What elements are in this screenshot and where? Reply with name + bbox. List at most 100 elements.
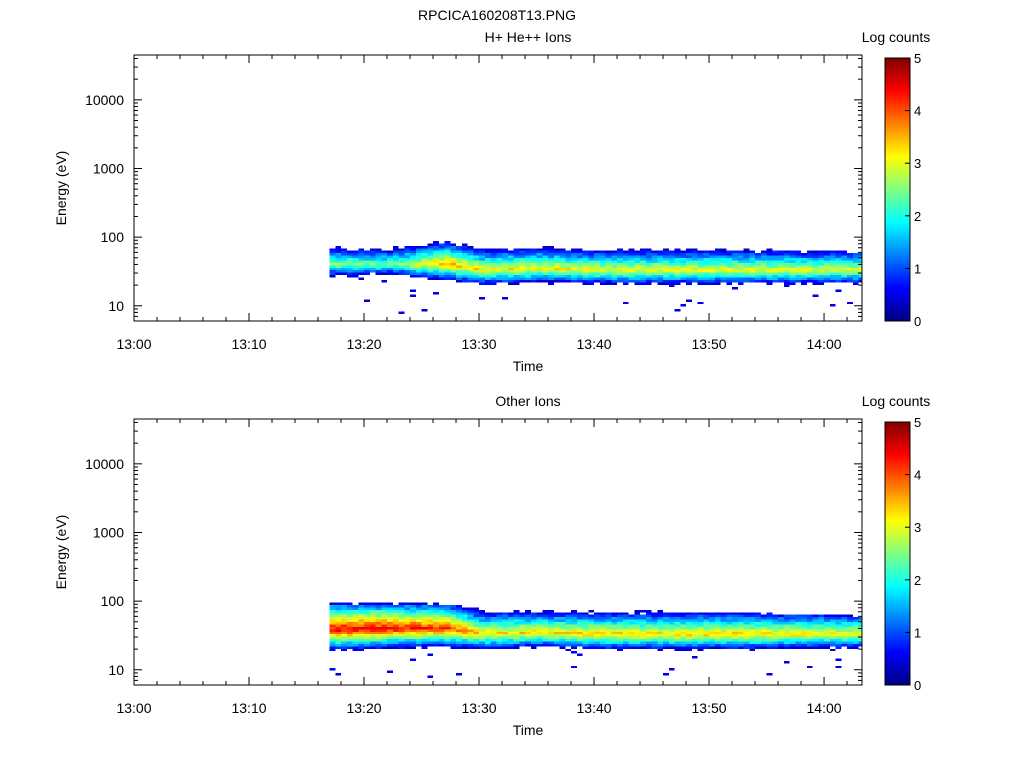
- heatmap-cell: [674, 260, 681, 263]
- heatmap-cell: [766, 258, 773, 261]
- heatmap-cell: [749, 260, 756, 263]
- heatmap-cell: [709, 262, 715, 266]
- heatmap-cell: [674, 270, 681, 273]
- heatmap-cell: [801, 634, 807, 637]
- colorbar-tick-label: 2: [914, 209, 921, 224]
- heatmap-cell: [674, 639, 681, 642]
- heatmap-cell: [622, 255, 629, 259]
- heatmap-cell: [818, 643, 825, 647]
- heatmap-cell: [473, 631, 480, 635]
- heatmap-cell: [536, 626, 543, 630]
- heatmap-cell: [806, 255, 813, 259]
- heatmap-cell: [444, 248, 451, 251]
- heatmap-cell: [421, 619, 428, 623]
- heatmap-cell: [369, 626, 376, 630]
- heatmap-cell: [628, 624, 635, 627]
- heatmap-cell: [720, 612, 727, 615]
- heatmap-cell: [364, 629, 370, 632]
- heatmap-cell: [726, 282, 733, 285]
- heatmap-cell: [433, 636, 439, 640]
- heatmap-cell: [760, 267, 767, 271]
- heatmap-cell: [410, 626, 416, 630]
- heatmap-cell: [484, 275, 491, 278]
- heatmap-cell: [576, 624, 583, 627]
- heatmap-cell: [743, 636, 750, 640]
- heatmap-cell: [542, 614, 549, 618]
- heatmap-cell: [536, 260, 543, 263]
- heatmap-cell: [461, 617, 468, 620]
- heatmap-cell: [542, 272, 549, 276]
- heatmap-cell: [588, 277, 595, 280]
- heatmap-cell: [783, 624, 790, 627]
- heatmap-cell: [433, 262, 439, 266]
- heatmap-cell: [375, 250, 382, 254]
- heatmap-cell: [783, 270, 790, 273]
- heatmap-cell: [697, 614, 704, 618]
- heatmap-cell: [714, 255, 721, 259]
- heatmap-cell: [594, 614, 600, 618]
- heatmap-cell: [835, 260, 842, 263]
- heatmap-cell: [691, 639, 698, 642]
- heatmap-cell: [852, 626, 859, 630]
- heatmap-cell: [674, 248, 681, 251]
- heatmap-cell: [346, 639, 353, 642]
- heatmap-cell: [530, 617, 537, 620]
- heatmap-cell: [588, 617, 595, 620]
- heatmap-cells: [329, 602, 862, 678]
- heatmap-cell: [576, 277, 583, 280]
- heatmap-cell: [760, 270, 767, 273]
- heatmap-cell: [398, 311, 405, 314]
- heatmap-cell: [530, 253, 537, 256]
- heatmap-cell: [812, 636, 819, 640]
- heatmap-cell: [513, 614, 520, 618]
- heatmap-cell: [352, 253, 359, 256]
- heatmap-cell: [387, 267, 393, 271]
- heatmap-cell: [519, 619, 526, 623]
- heatmap-cell: [743, 265, 750, 268]
- heatmap-cell: [473, 253, 480, 256]
- heatmap-cell: [456, 607, 462, 610]
- heatmap-cell: [663, 262, 669, 266]
- heatmap-cell: [599, 258, 606, 261]
- heatmap-cell: [611, 626, 618, 630]
- heatmap-cell: [651, 267, 658, 271]
- y-tick-label: 100: [101, 229, 125, 245]
- heatmap-cell: [703, 262, 710, 266]
- heatmap-cell: [766, 634, 773, 637]
- heatmap-cell: [565, 631, 572, 635]
- heatmap-cell: [726, 260, 733, 263]
- heatmap-cell: [812, 617, 819, 620]
- heatmap-cell: [789, 253, 796, 256]
- heatmap-cell: [743, 634, 750, 637]
- heatmap-cell: [680, 648, 687, 652]
- heatmap-cell: [852, 272, 859, 276]
- heatmap-cell: [421, 602, 428, 606]
- heatmap-cell: [841, 619, 848, 623]
- heatmap-cell: [364, 607, 370, 610]
- heatmap-cell: [645, 277, 652, 280]
- heatmap-cell: [352, 255, 359, 259]
- heatmap-cell: [714, 250, 721, 254]
- heatmap-cell: [732, 631, 738, 635]
- heatmap-cell: [645, 275, 652, 278]
- heatmap-cell: [714, 260, 721, 263]
- heatmap-cell: [622, 619, 629, 623]
- heatmap-cell: [703, 277, 710, 280]
- heatmap-cell: [507, 624, 514, 627]
- heatmap-cell: [571, 631, 577, 635]
- heatmap-cell: [668, 624, 675, 627]
- heatmap-cell: [479, 609, 485, 613]
- heatmap-cell: [812, 265, 819, 268]
- heatmap-cell: [680, 267, 687, 271]
- heatmap-cell: [806, 265, 813, 268]
- heatmap-cell: [634, 619, 641, 623]
- heatmap-cell: [525, 277, 531, 280]
- heatmap-cell: [473, 639, 480, 642]
- heatmap-cell: [375, 619, 382, 623]
- heatmap-cell: [346, 275, 353, 278]
- heatmap-cell: [519, 258, 526, 261]
- heatmap-cell: [772, 277, 779, 280]
- heatmap-cell: [381, 646, 388, 649]
- heatmap-cell: [565, 279, 572, 283]
- heatmap-cell: [714, 622, 721, 625]
